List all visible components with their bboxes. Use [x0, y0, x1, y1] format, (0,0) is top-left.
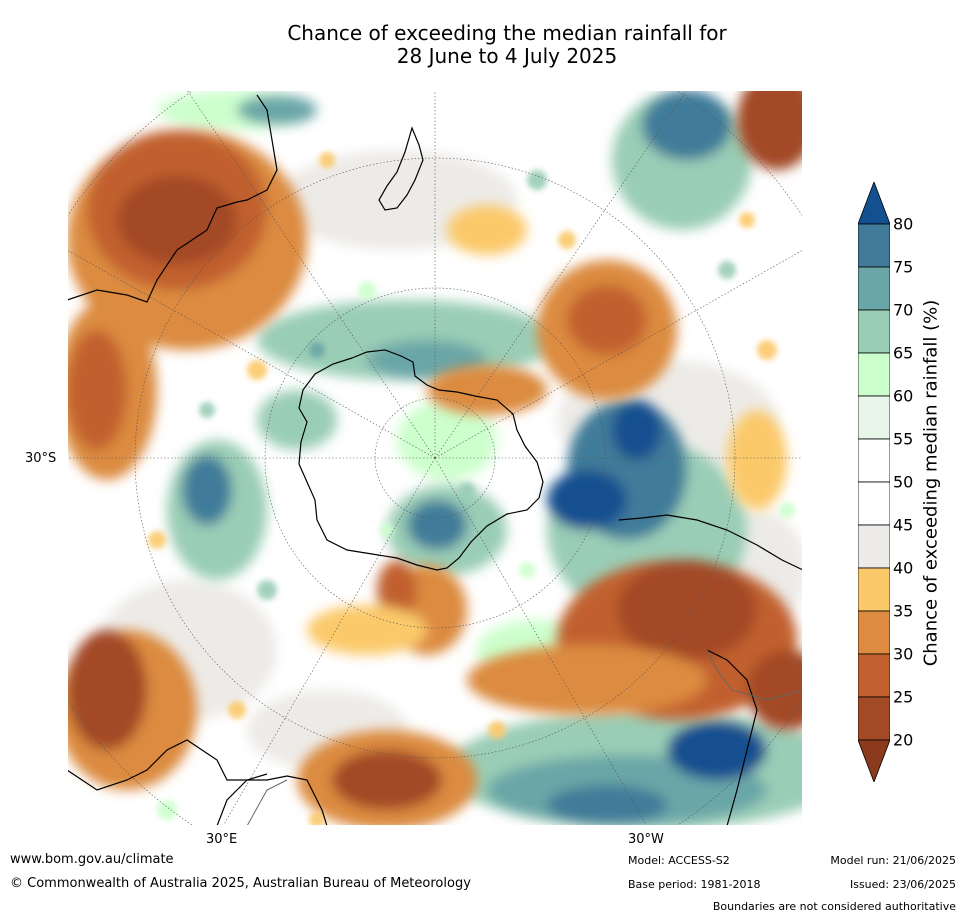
colorbar-title: Chance of exceeding median rainfall (%) [920, 299, 942, 667]
footer-disclaimer: Boundaries are not considered authoritat… [712, 900, 956, 913]
australia-coast [67, 94, 278, 303]
colorbar-segment [858, 395, 890, 440]
new-zealand-coast [378, 126, 424, 211]
colorbar-extend-high [858, 182, 890, 225]
map-title: Chance of exceeding the median rainfall … [0, 22, 965, 68]
colorbar-segment [858, 309, 890, 354]
footer-model-run: Model run: 21/06/2025 [830, 854, 956, 867]
colorbar-tick-label: 40 [893, 558, 914, 578]
colorbar-segment [858, 438, 890, 483]
colorbar-tick-label: 45 [893, 515, 914, 535]
colorbar-tick-label: 20 [893, 730, 914, 750]
noise-patches [148, 152, 795, 826]
colorbar-tick-label: 25 [893, 687, 914, 707]
colorbar [858, 182, 890, 782]
country-borders [246, 649, 803, 826]
footer-model: Model: ACCESS-S2 [628, 854, 730, 867]
colorbar-segment [858, 610, 890, 655]
colorbar-tick-label: 80 [893, 214, 914, 234]
colorbar-extend-low [858, 739, 890, 782]
title-line-1: Chance of exceeding the median rainfall … [287, 21, 727, 45]
south-america-coast [618, 514, 803, 571]
footer-copyright: © Commonwealth of Australia 2025, Austra… [10, 876, 471, 891]
colorbar-tick-label: 35 [893, 601, 914, 621]
colorbar-tick-label: 60 [893, 386, 914, 406]
colorbar-tick-label: 75 [893, 257, 914, 277]
longitude-label-30e: 30°E [206, 832, 238, 847]
footer-url: www.bom.gov.au/climate [10, 852, 174, 867]
southern-africa-coast [216, 773, 268, 826]
latitude-label-30s: 30°S [25, 451, 57, 466]
footer-base-period: Base period: 1981-2018 [628, 878, 761, 891]
colorbar-segment [858, 481, 890, 526]
colorbar-tick-label: 70 [893, 300, 914, 320]
colorbar-segment [858, 266, 890, 311]
antarctica-coast [298, 349, 544, 571]
colorbar-segment [858, 567, 890, 612]
africa-coast [67, 739, 328, 826]
colorbar-tick-label: 30 [893, 644, 914, 664]
coastlines [67, 94, 803, 826]
colorbar-segment [858, 524, 890, 569]
rainfall-map [67, 90, 803, 826]
footer-issued: Issued: 23/06/2025 [849, 878, 956, 891]
colorbar-segment [858, 223, 890, 268]
colorbar-tick-label: 55 [893, 429, 914, 449]
longitude-label-30w: 30°W [628, 832, 664, 847]
colorbar-tick-label: 65 [893, 343, 914, 363]
south-america-coast-2 [706, 649, 758, 826]
title-line-2: 28 June to 4 July 2025 [396, 44, 618, 68]
colorbar-segment [858, 696, 890, 741]
colorbar-tick-label: 50 [893, 472, 914, 492]
colorbar-segment [858, 653, 890, 698]
colorbar-segment [858, 352, 890, 397]
